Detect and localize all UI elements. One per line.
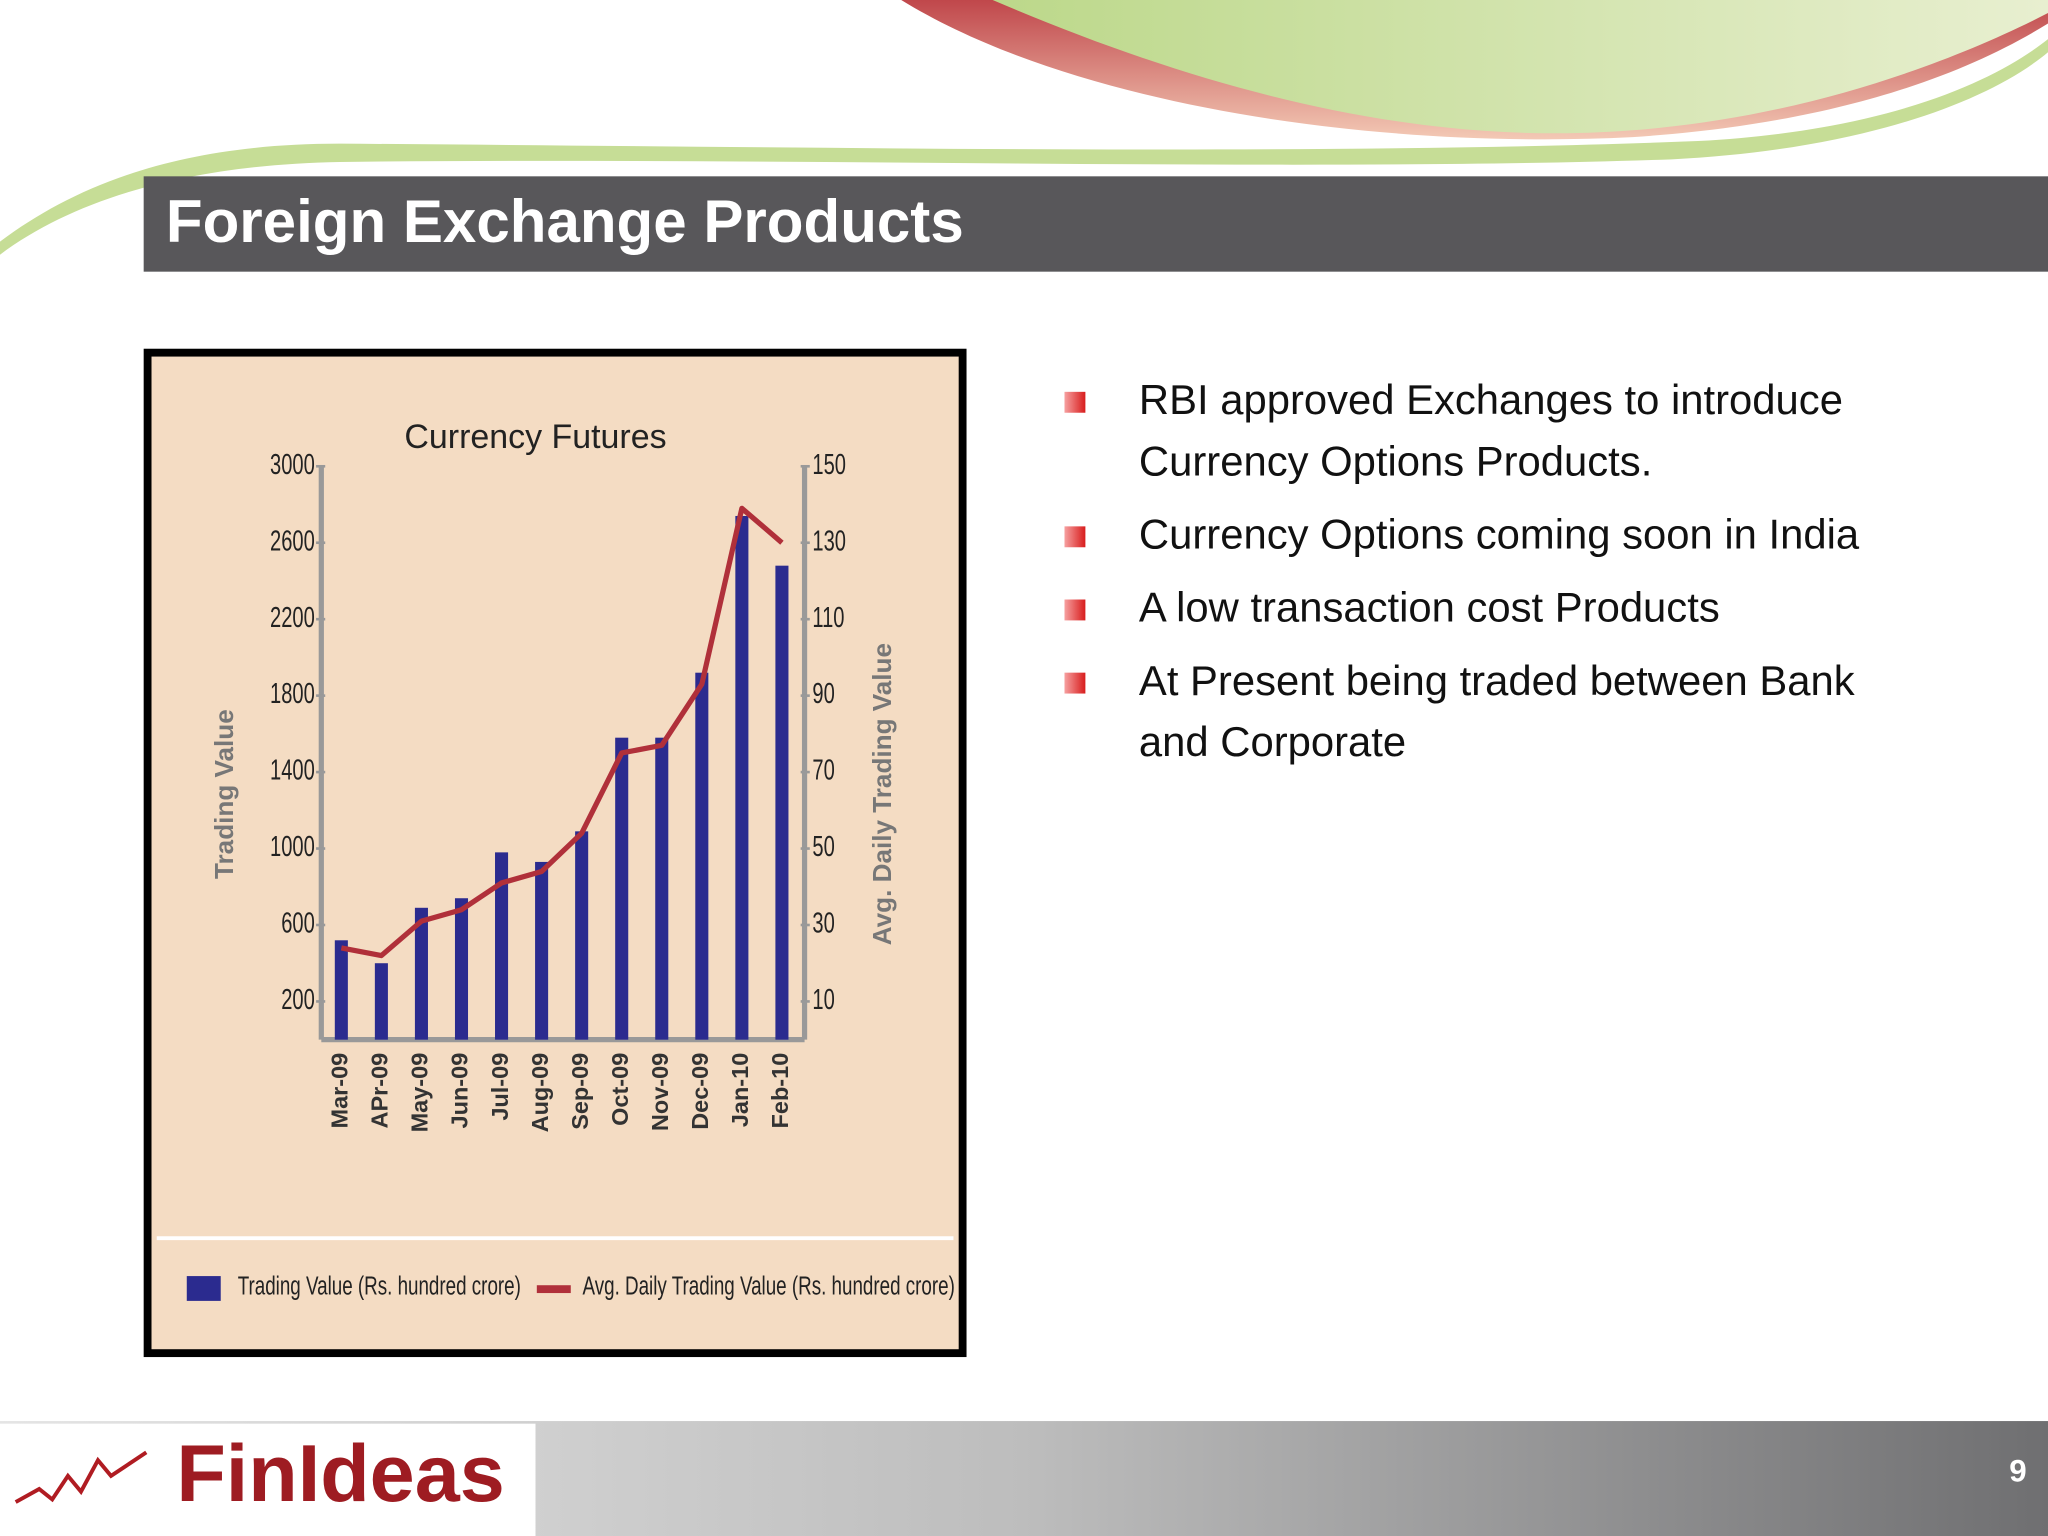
y-tick-label: 2200 (270, 602, 315, 633)
legend-label: Avg. Daily Trading Value (Rs. hundred cr… (583, 1271, 955, 1301)
logo-icon (14, 1450, 148, 1504)
decor-swoosh (0, 39, 2048, 255)
y-tick-label: 600 (281, 908, 315, 939)
y2-tick-label: 30 (812, 908, 834, 939)
y-tick-label: 3000 (270, 450, 315, 481)
y2-tick-label: 150 (812, 450, 846, 481)
legend-swatch (536, 1285, 571, 1294)
bar (615, 737, 629, 1040)
bar (374, 963, 388, 1040)
bar (775, 565, 789, 1040)
decor-swoosh (992, 0, 2048, 134)
y2-tick-label: 130 (812, 526, 846, 557)
bar (454, 898, 469, 1040)
y2-tick-label: 90 (812, 679, 834, 710)
y2-tick-label: 70 (812, 755, 834, 786)
bar (655, 737, 669, 1040)
y2-tick-label: 50 (812, 832, 834, 863)
legend-label: Trading Value (Rs. hundred crore) (238, 1271, 521, 1301)
bar (575, 831, 589, 1040)
bullet: A low transaction cost Products (1064, 577, 1900, 638)
y-tick-label: 200 (281, 985, 315, 1016)
y2-axis-title: Avg. Daily Trading Value (867, 643, 897, 945)
x-tick-label: Oct-09 (607, 1053, 633, 1126)
x-tick-label: May-09 (407, 1053, 433, 1133)
bar (695, 672, 709, 1040)
x-tick-label: Jun-09 (447, 1053, 473, 1129)
y-tick-label: 1000 (270, 832, 315, 863)
bullet-list: RBI approved Exchanges to introduce Curr… (1064, 370, 1900, 785)
y-axis-title: Trading Value (209, 709, 239, 879)
x-tick-label: Sep-09 (567, 1053, 593, 1130)
x-tick-label: Jan-10 (727, 1053, 753, 1127)
line (340, 505, 784, 959)
chart-title: Currency Futures (404, 418, 666, 456)
y-tick-label: 1400 (270, 755, 315, 786)
bar (495, 852, 509, 1040)
legend-swatch (186, 1276, 221, 1301)
bar (535, 861, 549, 1040)
chart-frame (143, 348, 967, 1358)
x-tick-label: Aug-09 (527, 1053, 553, 1133)
x-tick-label: APr-09 (367, 1053, 393, 1129)
bullet: At Present being traded between Bank and… (1064, 650, 1900, 773)
y-tick-label: 2600 (270, 526, 315, 557)
x-tick-label: Mar-09 (327, 1053, 353, 1129)
x-tick-label: Feb-10 (767, 1053, 793, 1129)
title-bar (143, 176, 2048, 272)
logo: FinIdeas (176, 1429, 504, 1519)
bullet: RBI approved Exchanges to introduce Curr… (1064, 370, 1900, 493)
y2-tick-label: 110 (812, 602, 844, 633)
x-tick-label: Nov-09 (647, 1053, 673, 1131)
bullet: Currency Options coming soon in India (1064, 504, 1900, 565)
slide-title: Foreign Exchange Products (166, 188, 964, 255)
bar (334, 940, 348, 1040)
y2-tick-label: 10 (812, 985, 834, 1016)
x-tick-label: Jul-09 (487, 1053, 513, 1121)
bar (414, 907, 428, 1040)
page-number: 9 (2009, 1454, 2026, 1489)
x-tick-label: Dec-09 (687, 1053, 713, 1130)
y-tick-label: 1800 (270, 679, 315, 710)
bar (735, 515, 749, 1040)
